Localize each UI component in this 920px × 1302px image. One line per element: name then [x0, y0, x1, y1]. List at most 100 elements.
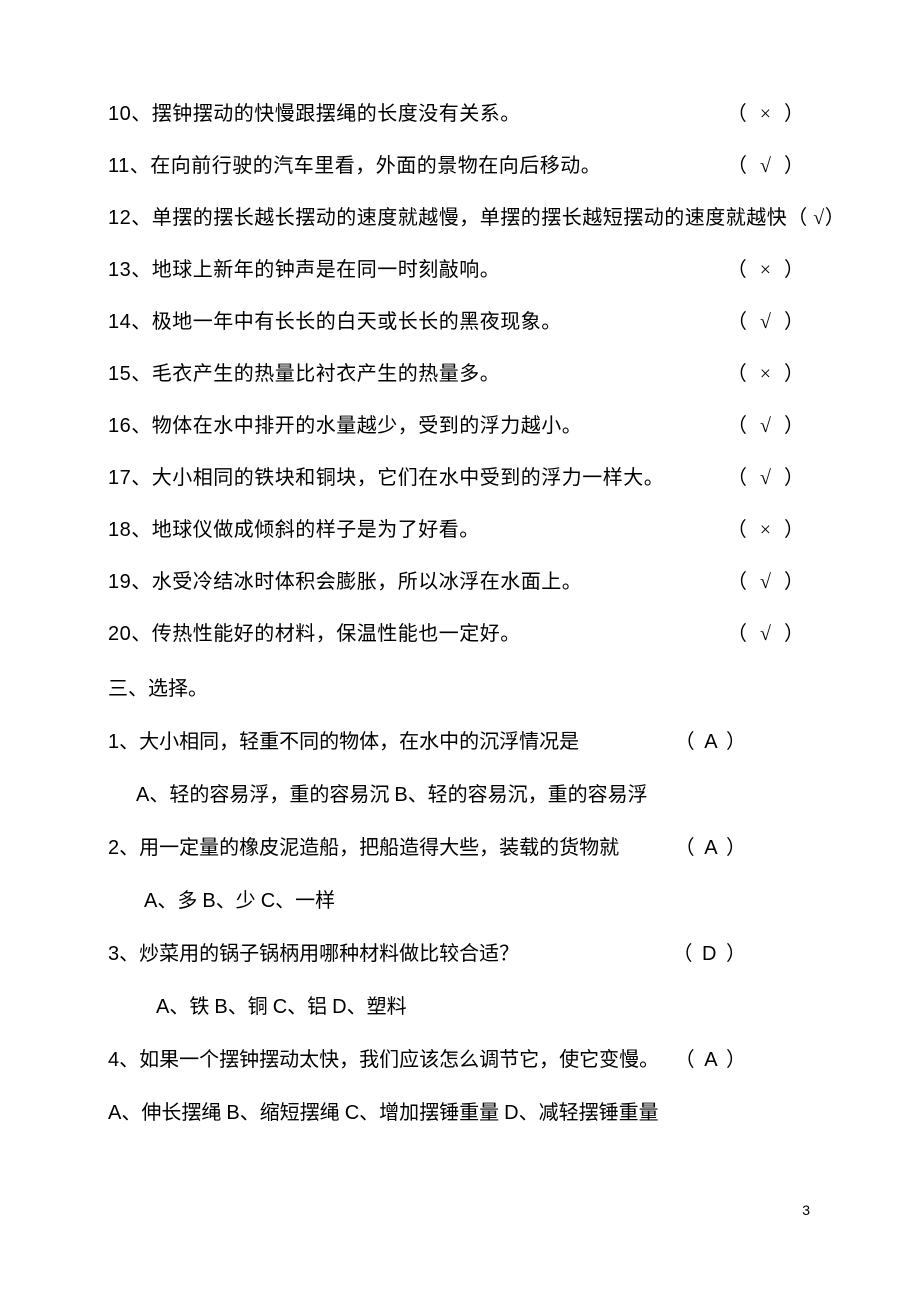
tf-answer-mark: （ √ ）: [727, 464, 808, 492]
mc-answer: （ A ）: [675, 1043, 748, 1072]
tf-statement: 19、水受冷结冰时体积会膨胀，所以冰浮在水面上。: [108, 568, 582, 596]
true-false-item: 13、地球上新年的钟声是在同一时刻敲响。 （ × ）: [108, 256, 808, 284]
option-letter: D: [332, 996, 346, 1018]
mc-stem-line: 4、如果一个摆钟摆动太快，我们应该怎么调节它，使它变慢。 （ A ）: [108, 1043, 748, 1072]
option-letter: B: [202, 890, 215, 912]
tf-text-body: 、地球仪做成倾斜的样子是为了好看。: [131, 519, 480, 541]
option-letter: A: [108, 1102, 121, 1124]
mc-answer: （ D ）: [672, 937, 748, 966]
true-false-item: 18、地球仪做成倾斜的样子是为了好看。 （ × ）: [108, 516, 808, 544]
section-title: 三、选择。: [108, 672, 808, 701]
multiple-choice-section: 1、大小相同，轻重不同的物体，在水中的沉浮情况是 （ A ） A、轻的容易浮，重的容…: [108, 725, 808, 1125]
tf-answer-mark: （ √ ）: [727, 412, 808, 440]
true-false-item: 20、传热性能好的材料，保温性能也一定好。 （ √ ）: [108, 620, 808, 648]
true-false-item: 10、摆钟摆动的快慢跟摆绳的长度没有关系。 （ × ）: [108, 100, 808, 128]
mc-answer: （ A ）: [675, 831, 748, 860]
true-false-item: 15、毛衣产生的热量比衬衣产生的热量多。 （ × ）: [108, 360, 808, 388]
spacer: [659, 1043, 675, 1072]
tf-statement: 15、毛衣产生的热量比衬衣产生的热量多。: [108, 360, 500, 388]
mc-stem: 4、如果一个摆钟摆动太快，我们应该怎么调节它，使它变慢。: [108, 1043, 659, 1072]
true-false-item: 14、极地一年中有长长的白天或长长的黑夜现象。 （ √ ）: [108, 308, 808, 336]
tf-text-body: 、传热性能好的材料，保温性能也一定好。: [131, 623, 521, 645]
tf-answer-mark: （ √ ）: [727, 152, 808, 180]
mc-options: A、轻的容易浮，重的容易沉 B、轻的容易沉，重的容易浮: [108, 778, 808, 807]
tf-number: 10: [108, 103, 131, 125]
mc-stem-text: 、如果一个摆钟摆动太快，我们应该怎么调节它，使它变慢。: [119, 1049, 659, 1071]
spacer: [579, 725, 675, 754]
tf-statement: 13、地球上新年的钟声是在同一时刻敲响。: [108, 256, 500, 284]
tf-statement: 18、地球仪做成倾斜的样子是为了好看。: [108, 516, 480, 544]
mc-stem: 3、炒菜用的锅子锅柄用哪种材料做比较合适？: [108, 937, 519, 966]
tf-text-body: 、水受冷结冰时体积会膨胀，所以冰浮在水面上。: [131, 571, 582, 593]
tf-number: 20: [108, 623, 131, 645]
tf-statement: 14、极地一年中有长长的白天或长长的黑夜现象。: [108, 308, 562, 336]
tf-number: 16: [108, 415, 131, 437]
tf-text-body: 、单摆的摆长越长摆动的速度就越慢，单摆的摆长越短摆动的速度就越快（ √）: [131, 207, 845, 229]
tf-answer-mark: （ √ ）: [727, 308, 808, 336]
mc-stem-line: 1、大小相同，轻重不同的物体，在水中的沉浮情况是 （ A ）: [108, 725, 748, 754]
mc-answer: （ A ）: [675, 725, 748, 754]
option-letter: A: [136, 784, 149, 806]
tf-statement: 10、摆钟摆动的快慢跟摆绳的长度没有关系。: [108, 100, 521, 128]
tf-statement: 12、单摆的摆长越长摆动的速度就越慢，单摆的摆长越短摆动的速度就越快（ √）: [108, 204, 845, 232]
tf-text-body: 、极地一年中有长长的白天或长长的黑夜现象。: [131, 311, 562, 333]
tf-text-body: 、摆钟摆动的快慢跟摆绳的长度没有关系。: [131, 103, 521, 125]
content-area: 10、摆钟摆动的快慢跟摆绳的长度没有关系。 （ × ） 11、在向前行驶的汽车里看，…: [108, 100, 808, 1149]
tf-statement: 11、在向前行驶的汽车里看，外面的景物在向后移动。: [108, 152, 601, 180]
tf-answer-mark: （ × ）: [727, 360, 808, 388]
true-false-section: 10、摆钟摆动的快慢跟摆绳的长度没有关系。 （ × ） 11、在向前行驶的汽车里看，…: [108, 100, 808, 648]
tf-number: 13: [108, 259, 131, 281]
tf-answer-mark: （ × ）: [727, 256, 808, 284]
option-letter: C: [261, 890, 275, 912]
mc-stem-text: 、炒菜用的锅子锅柄用哪种材料做比较合适？: [119, 943, 519, 965]
mc-stem-text: 、用一定量的橡皮泥造船，把船造得大些，装载的货物就: [119, 837, 619, 859]
mc-number: 1: [108, 731, 119, 753]
true-false-item: 12、单摆的摆长越长摆动的速度就越慢，单摆的摆长越短摆动的速度就越快（ √）: [108, 204, 808, 232]
true-false-item: 17、大小相同的铁块和铜块，它们在水中受到的浮力一样大。 （ √ ）: [108, 464, 808, 492]
tf-number: 15: [108, 363, 131, 385]
tf-text-body: 、毛衣产生的热量比衬衣产生的热量多。: [131, 363, 500, 385]
spacer: [519, 937, 672, 966]
mc-number: 2: [108, 837, 119, 859]
mc-number: 3: [108, 943, 119, 965]
tf-text-body: 、物体在水中排开的水量越少，受到的浮力越小。: [131, 415, 582, 437]
option-letter: B: [214, 996, 227, 1018]
tf-number: 12: [108, 207, 131, 229]
true-false-item: 11、在向前行驶的汽车里看，外面的景物在向后移动。 （ √ ）: [108, 152, 808, 180]
option-letter: A: [144, 890, 157, 912]
tf-number: 19: [108, 571, 131, 593]
tf-text-body: 、地球上新年的钟声是在同一时刻敲响。: [131, 259, 500, 281]
document-page: 10、摆钟摆动的快慢跟摆绳的长度没有关系。 （ × ） 11、在向前行驶的汽车里看，…: [0, 0, 920, 1302]
mc-options: A、伸长摆绳 B、缩短摆绳 C、增加摆锤重量 D、减轻摆锤重量: [108, 1096, 808, 1125]
mc-stem-line: 2、用一定量的橡皮泥造船，把船造得大些，装载的货物就 （ A ）: [108, 831, 748, 860]
mc-stem: 1、大小相同，轻重不同的物体，在水中的沉浮情况是: [108, 725, 579, 754]
tf-answer-mark: （ × ）: [727, 100, 808, 128]
tf-answer-mark: （ × ）: [727, 516, 808, 544]
option-letter: B: [394, 784, 407, 806]
mc-stem: 2、用一定量的橡皮泥造船，把船造得大些，装载的货物就: [108, 831, 619, 860]
option-letter: A: [156, 996, 169, 1018]
true-false-item: 16、物体在水中排开的水量越少，受到的浮力越小。 （ √ ）: [108, 412, 808, 440]
mc-options: A、多 B、少 C、一样: [108, 884, 808, 913]
tf-statement: 20、传热性能好的材料，保温性能也一定好。: [108, 620, 521, 648]
mc-number: 4: [108, 1049, 119, 1071]
tf-statement: 17、大小相同的铁块和铜块，它们在水中受到的浮力一样大。: [108, 464, 664, 492]
option-letter: D: [504, 1102, 518, 1124]
tf-text-body: 、在向前行驶的汽车里看，外面的景物在向后移动。: [130, 155, 602, 177]
tf-number: 18: [108, 519, 131, 541]
tf-answer-mark: （ √ ）: [727, 620, 808, 648]
tf-answer-mark: （ √ ）: [727, 568, 808, 596]
true-false-item: 19、水受冷结冰时体积会膨胀，所以冰浮在水面上。 （ √ ）: [108, 568, 808, 596]
option-letter: B: [226, 1102, 239, 1124]
mc-options: A、铁 B、铜 C、铝 D、塑料: [108, 990, 808, 1019]
tf-text-body: 、大小相同的铁块和铜块，它们在水中受到的浮力一样大。: [131, 467, 664, 489]
option-letter: C: [345, 1102, 359, 1124]
mc-stem-text: 、大小相同，轻重不同的物体，在水中的沉浮情况是: [119, 731, 579, 753]
tf-number: 17: [108, 467, 131, 489]
mc-stem-line: 3、炒菜用的锅子锅柄用哪种材料做比较合适？ （ D ）: [108, 937, 748, 966]
tf-statement: 16、物体在水中排开的水量越少，受到的浮力越小。: [108, 412, 582, 440]
page-number: 3: [802, 1202, 810, 1218]
tf-number: 14: [108, 311, 131, 333]
option-letter: C: [273, 996, 287, 1018]
tf-number: 11: [108, 155, 130, 177]
